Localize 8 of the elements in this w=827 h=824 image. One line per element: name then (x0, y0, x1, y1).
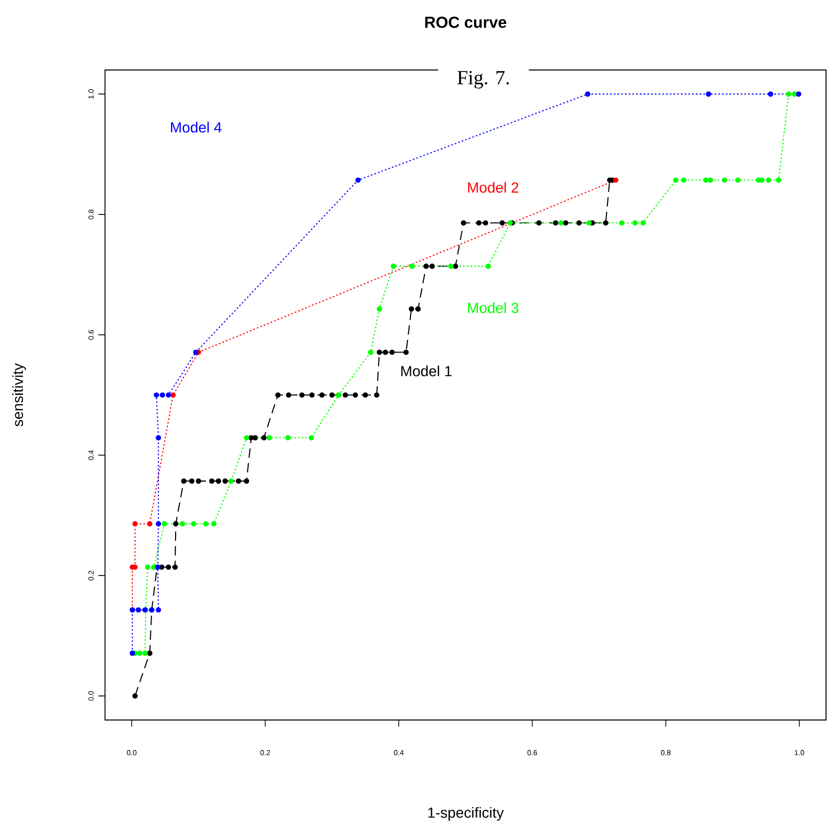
x-axis-title: 1-specificity (428, 807, 504, 821)
series-label: Model 1 (401, 366, 452, 376)
text: Model 3 (468, 302, 518, 314)
chart-title: ROC curve (425, 16, 506, 28)
y-axis-title: sensitivity (12, 363, 26, 426)
text: Model 4 (171, 122, 222, 133)
annotation: Fig. 7. (457, 70, 509, 89)
series-label: Model 2 (468, 182, 518, 193)
